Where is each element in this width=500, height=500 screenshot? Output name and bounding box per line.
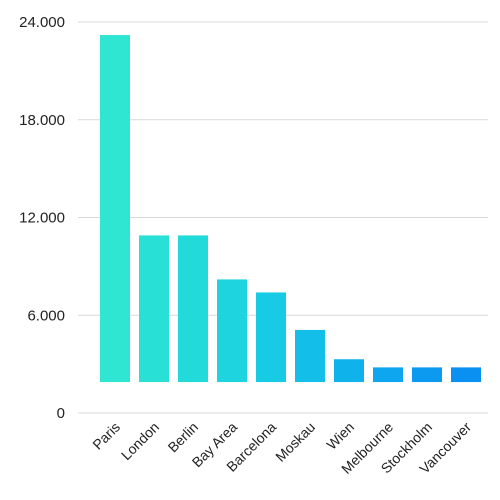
bar-stockholm [412,367,442,383]
x-tick-label: Moskau [272,419,318,465]
bar-london [139,235,169,383]
y-tick-label: 0 [57,405,65,422]
y-tick-label: 12.000 [19,210,65,227]
bar-berlin [178,235,208,383]
bar-vancouver [451,367,481,383]
bars [100,35,481,383]
x-tick-label: Paris [89,419,123,453]
bar-barcelona [256,292,286,383]
x-tick-label: Berlin [164,419,201,456]
y-tick-label: 6.000 [27,307,65,324]
bar-melbourne [373,367,403,383]
y-tick-label: 18.000 [19,112,65,129]
bar-moskau [295,329,325,383]
bar-bay-area [217,279,247,383]
bar-paris [100,35,130,383]
y-axis-ticks: 0 6.000 12.000 18.000 24.000 [19,14,65,422]
bar-wien [334,359,364,383]
y-tick-label: 24.000 [19,14,65,31]
x-tick-label: Wien [323,419,357,453]
x-tick-label: London [118,419,162,463]
